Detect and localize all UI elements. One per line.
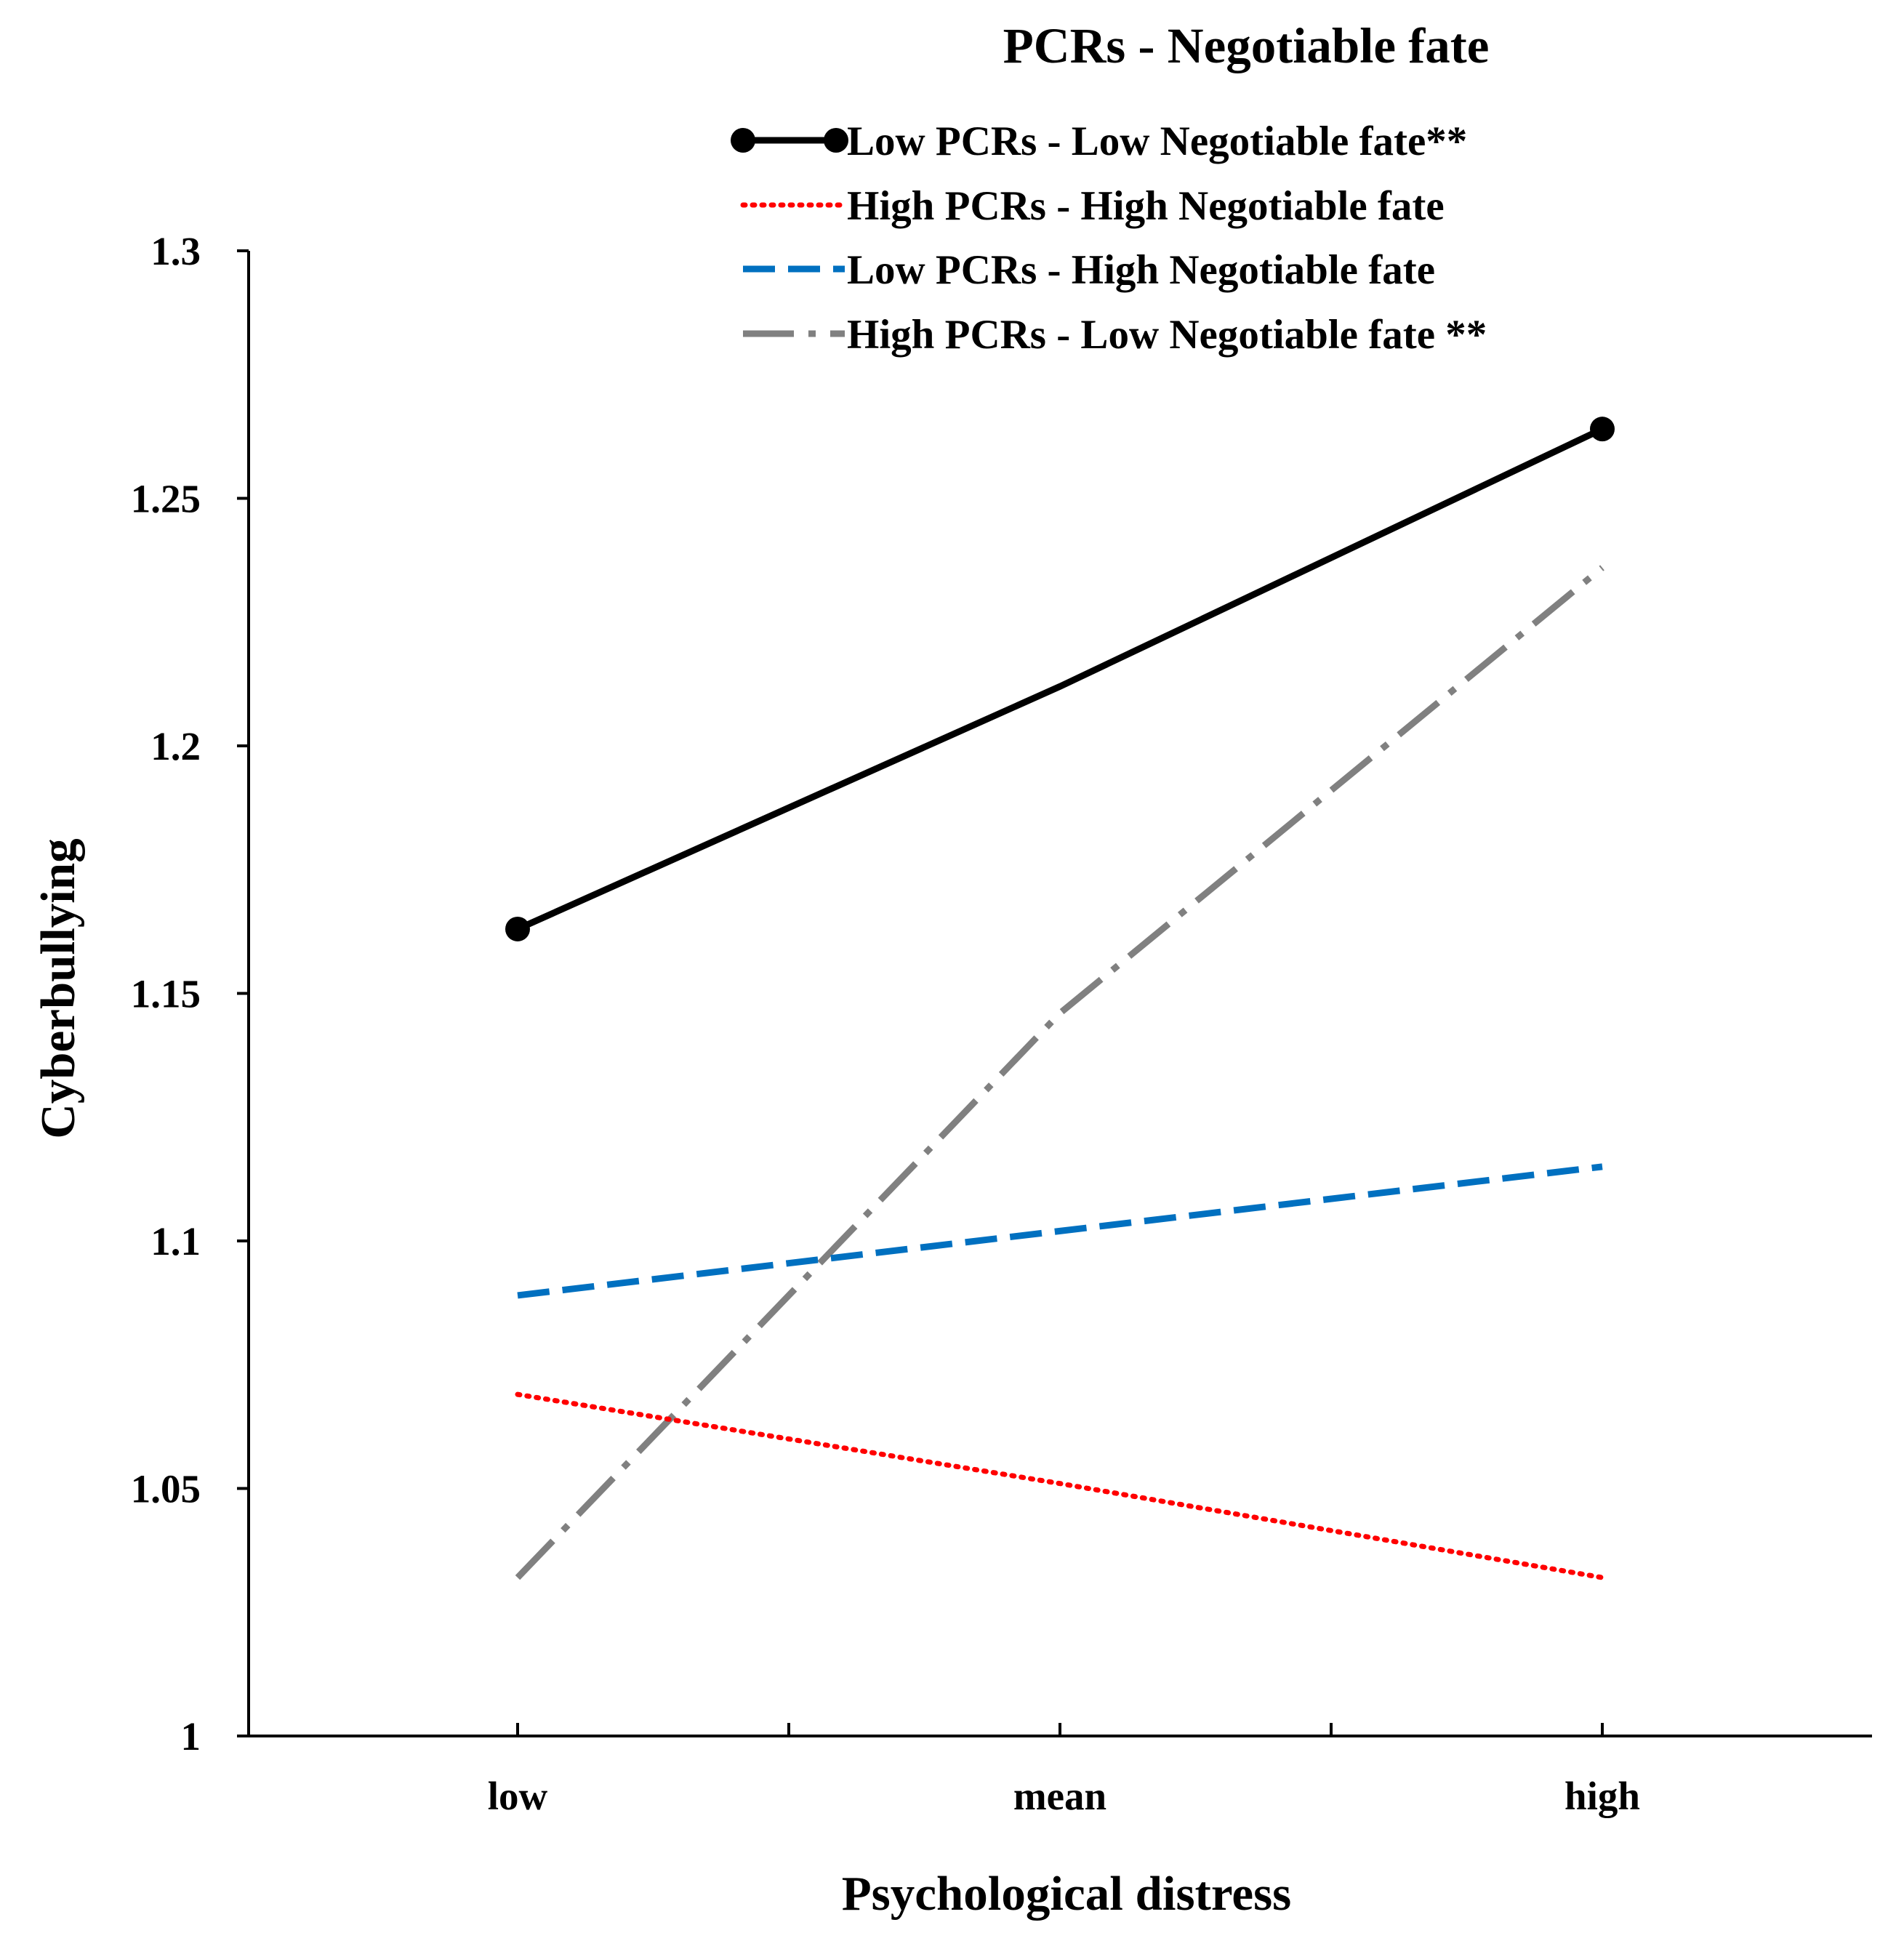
y-tick-label: 1.3 <box>150 229 201 273</box>
y-tick-label: 1.15 <box>131 972 201 1016</box>
legend-label: Low PCRs - Low Negotiable fate** <box>847 118 1467 164</box>
legend-label: Low PCRs - High Negotiable fate <box>847 247 1435 293</box>
series-line <box>517 1163 1603 1299</box>
chart-title: PCRs - Negotiable fate <box>1003 18 1490 73</box>
series-marker <box>505 916 530 941</box>
series-line <box>515 565 1604 1580</box>
series-line <box>516 426 1604 933</box>
x-axis-label: Psychological distress <box>842 1867 1292 1921</box>
y-axis-label: Cyberbullying <box>31 838 85 1138</box>
x-tick-label: mean <box>1013 1774 1106 1818</box>
y-ticks: 1 1.05 1.1 1.15 1.2 1.25 1.3 <box>131 229 249 1759</box>
x-tick-label: low <box>488 1774 548 1818</box>
legend-label: High PCRs - Low Negotiable fate ** <box>847 312 1487 358</box>
x-tick-label: high <box>1564 1774 1640 1818</box>
series-line <box>515 1391 1605 1580</box>
y-tick-label: 1.2 <box>150 724 201 768</box>
series-marker <box>1590 417 1615 442</box>
y-tick-label: 1.25 <box>131 477 201 521</box>
legend-marker <box>731 128 755 153</box>
legend: Low PCRs - Low Negotiable fate** High PCR… <box>731 118 1487 358</box>
y-tick-label: 1.05 <box>131 1467 201 1511</box>
series-layer <box>505 417 1615 1580</box>
y-tick-label: 1 <box>181 1714 201 1759</box>
x-ticks: low mean high <box>488 1723 1640 1818</box>
legend-marker <box>824 128 848 153</box>
legend-label: High PCRs - High Negotiable fate <box>847 183 1445 229</box>
y-tick-label: 1.1 <box>150 1219 201 1263</box>
